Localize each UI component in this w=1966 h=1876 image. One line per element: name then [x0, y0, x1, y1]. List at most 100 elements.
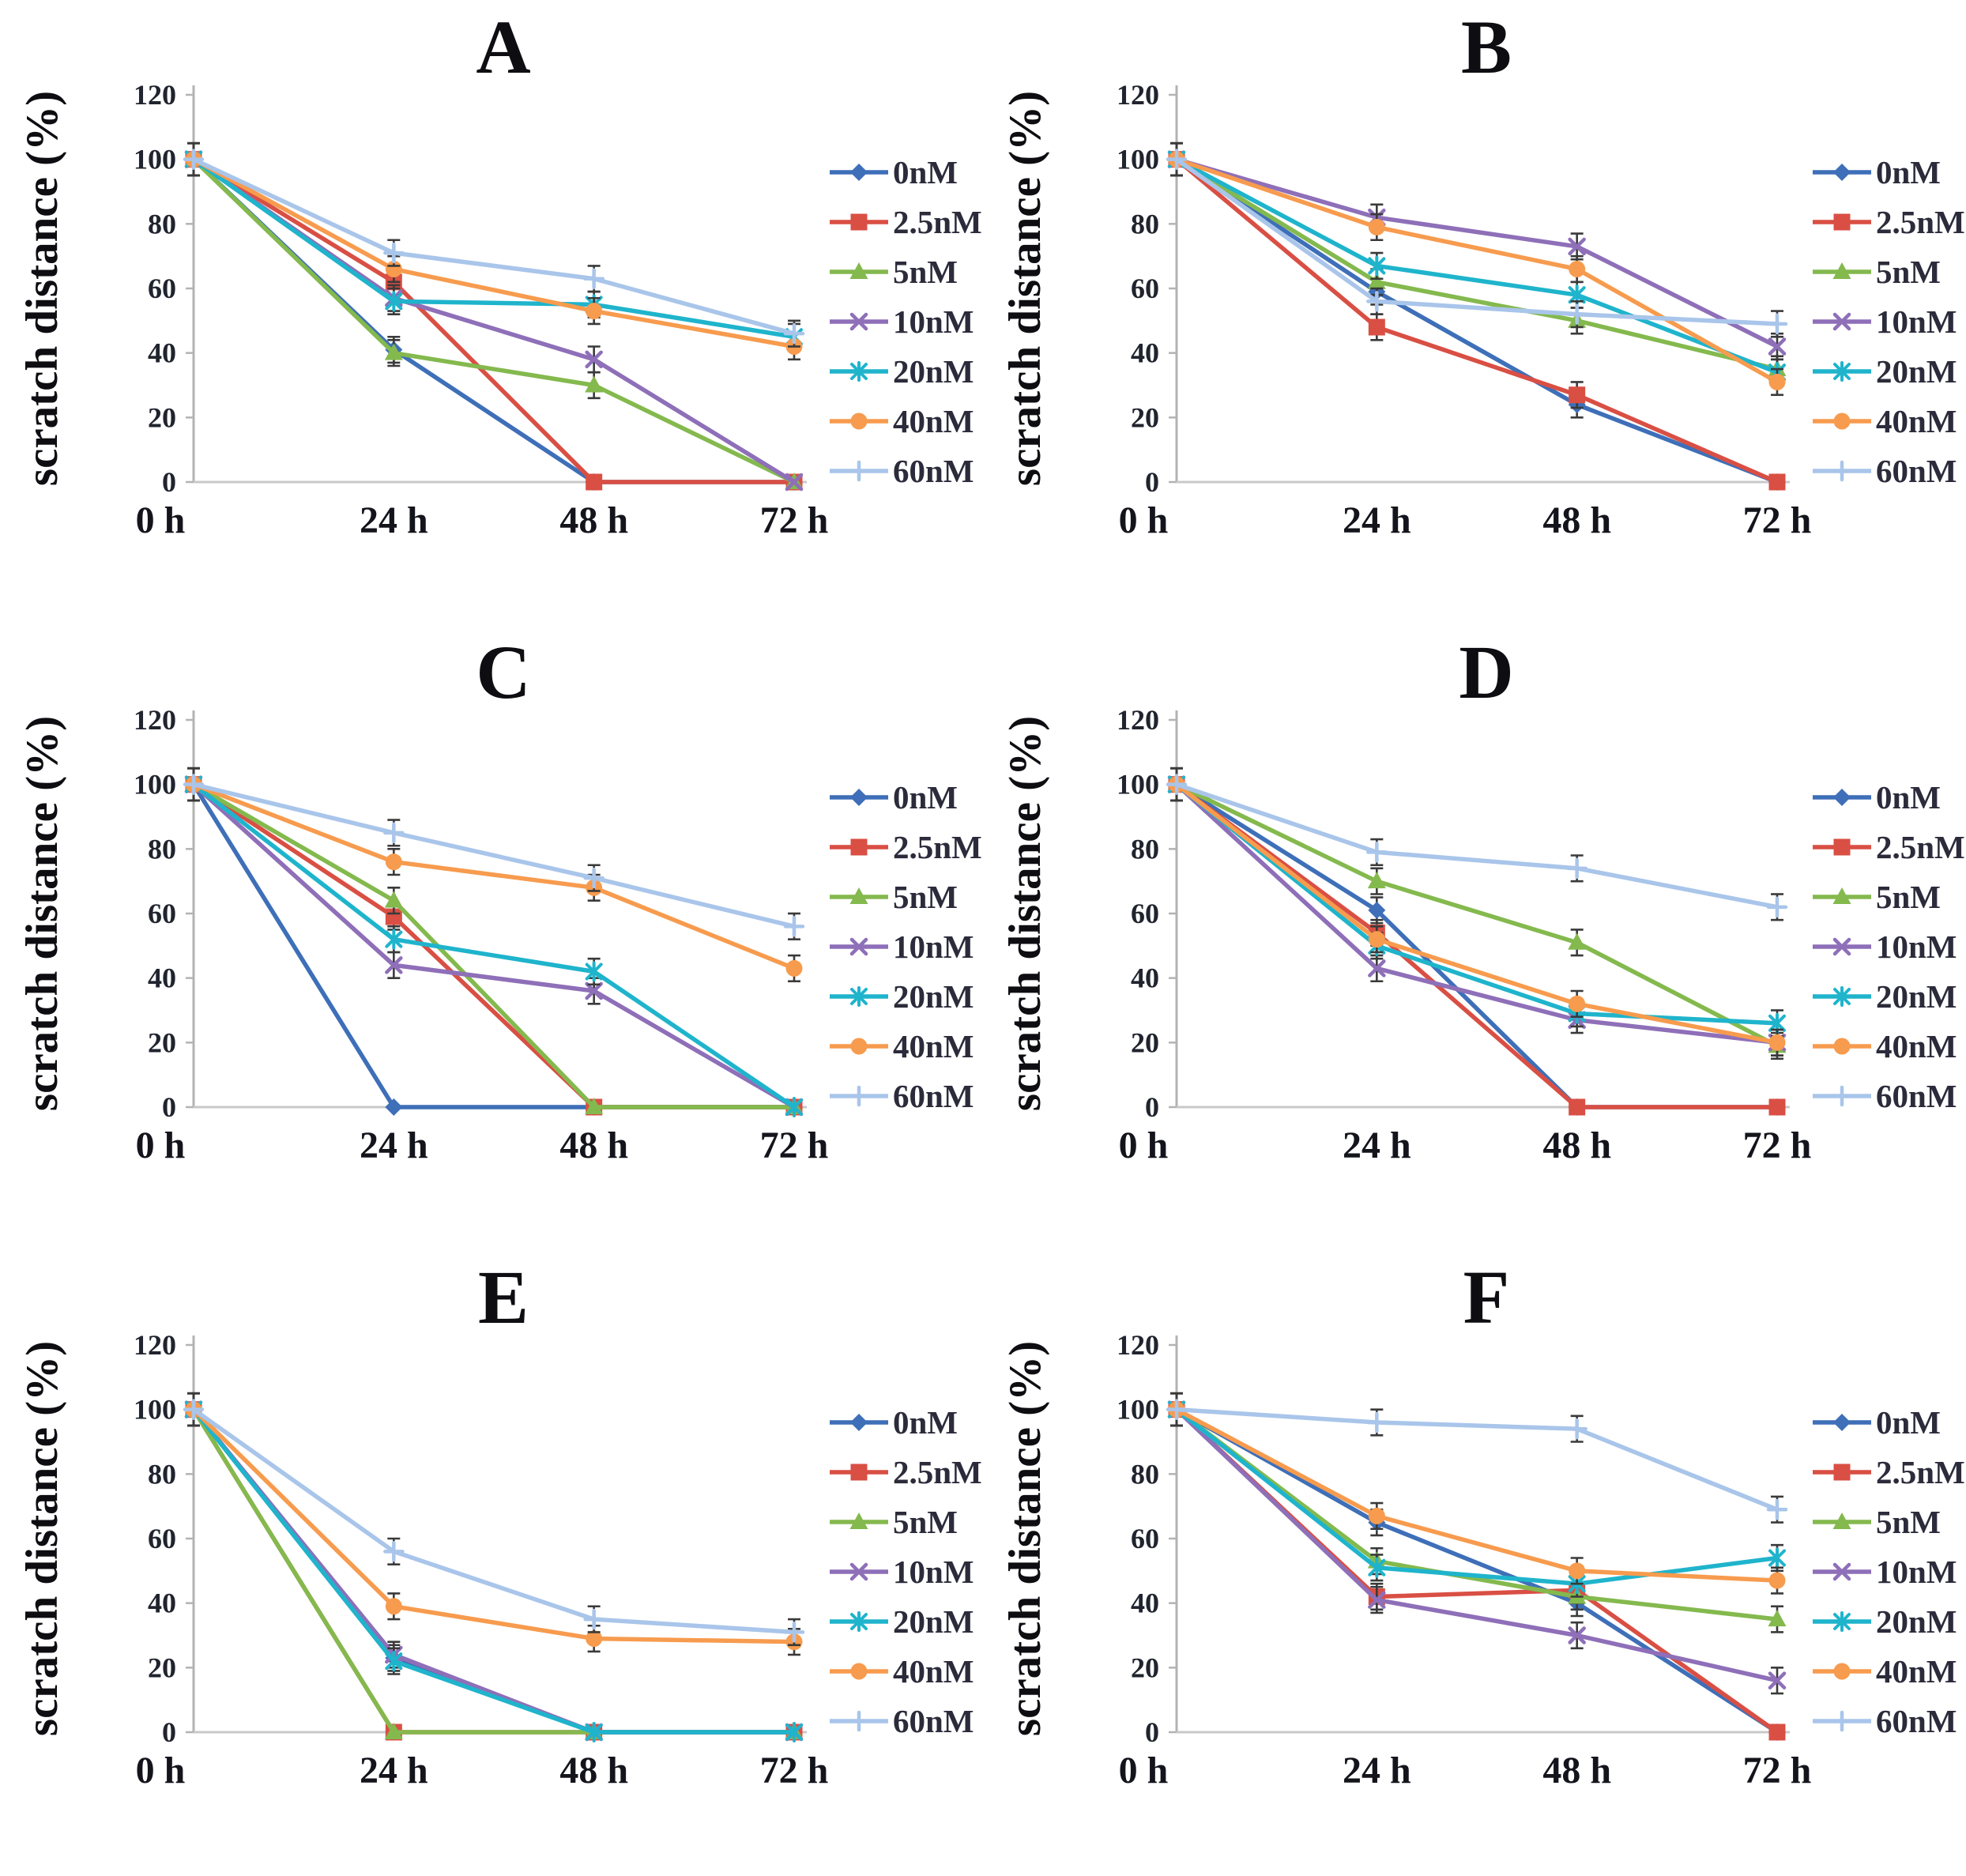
legend-item-20nM: 20nM [830, 353, 974, 390]
series-10nM [184, 767, 804, 1117]
legend-label: 5nM [1876, 1504, 1941, 1540]
x-tick-label: 0 h [136, 1750, 186, 1791]
legend-item-5nM: 5nM [1813, 1504, 1941, 1540]
legend-item-2.5nM: 2.5nM [830, 829, 982, 865]
circle-marker-icon [1833, 1663, 1851, 1680]
circle-marker [1768, 1034, 1786, 1051]
y-tick-label: 20 [148, 1027, 176, 1058]
x-tick-label: 72 h [1743, 1124, 1812, 1166]
x-marker-icon [849, 1562, 868, 1581]
legend-label: 5nM [893, 879, 958, 915]
triangle-marker [585, 1098, 604, 1114]
legend-item-10nM: 10nM [1813, 303, 1957, 340]
y-tick-label: 0 [162, 1716, 176, 1748]
legend-item-40nM: 40nM [1813, 1653, 1957, 1690]
legend-item-60nM: 60nM [830, 1703, 974, 1739]
series-60nM [1166, 1392, 1788, 1524]
legend-label: 20nM [1876, 1603, 1957, 1640]
x-tick-label: 0 h [136, 1124, 186, 1166]
series-line [191, 156, 797, 339]
circle-marker-icon [850, 412, 868, 430]
x-marker-icon [849, 312, 868, 331]
legend-label: 20nM [893, 353, 974, 390]
series-0nM [1168, 767, 1786, 1116]
legend: 0nM 2.5nM 5nM 10nM 20nM 40nM 60nM [1813, 154, 1965, 489]
x-tick-label: 72 h [1743, 1750, 1812, 1791]
panel-title: E [478, 1255, 529, 1339]
x-tick-label: 24 h [360, 499, 428, 541]
panel-title: B [1461, 5, 1512, 89]
legend-label: 10nM [893, 303, 974, 340]
x-marker-icon [1832, 937, 1851, 956]
series-60nM [1166, 767, 1788, 921]
y-tick-label: 0 [162, 466, 176, 498]
series-60nM [183, 1392, 805, 1647]
series-2.5nM [185, 767, 803, 1116]
legend-item-0nM: 0nM [1813, 1404, 1941, 1441]
square-marker [1569, 386, 1586, 404]
legend-label: 0nM [1876, 154, 1941, 190]
y-tick-label: 60 [148, 1523, 176, 1554]
triangle-marker [384, 1723, 403, 1739]
chart-panel-F: 0 20 40 60 80 100 120 0 h 24 h 48 h 72 h scratch di… [1000, 1255, 1965, 1791]
y-tick-label: 40 [148, 337, 176, 369]
x-tick-label: 48 h [559, 1750, 628, 1791]
circle-marker-icon [850, 1038, 868, 1055]
series-line [1174, 782, 1780, 1045]
series-40nM [1168, 141, 1786, 397]
legend-label: 60nM [1876, 1078, 1957, 1114]
circle-marker [385, 853, 402, 871]
legend-item-40nM: 40nM [1813, 403, 1957, 439]
legend-item-10nM: 10nM [830, 303, 974, 340]
y-tick-label: 40 [1131, 962, 1159, 994]
series-20nM [185, 141, 803, 351]
y-tick-label: 80 [148, 1458, 176, 1490]
circle-marker [1368, 218, 1385, 235]
series-10nM [184, 141, 804, 492]
y-tick-label: 100 [1117, 144, 1159, 175]
legend-label: 5nM [893, 1504, 958, 1540]
series-60nM [1166, 141, 1788, 338]
x-marker-icon [849, 937, 868, 956]
series-line [191, 1407, 797, 1735]
legend-label: 40nM [893, 1653, 974, 1690]
series-line [191, 156, 797, 484]
series-60nM [183, 767, 805, 940]
series-10nM [1167, 141, 1787, 361]
x-marker [585, 981, 603, 1000]
legend: 0nM 2.5nM 5nM 10nM 20nM 40nM 60nM [830, 154, 982, 489]
y-tick-label: 120 [134, 704, 176, 736]
circle-marker-icon [850, 1663, 868, 1680]
y-tick-label: 0 [162, 1091, 176, 1123]
legend-label: 10nM [1876, 929, 1957, 965]
circle-marker-icon [1833, 412, 1851, 430]
legend-item-40nM: 40nM [830, 1028, 974, 1064]
series-20nM [185, 1392, 803, 1742]
y-axis-title: scratch distance (%) [17, 1341, 67, 1736]
legend-item-2.5nM: 2.5nM [830, 1454, 982, 1490]
series-2.5nM [185, 1392, 803, 1741]
x-marker [585, 350, 603, 369]
y-tick-label: 60 [1131, 1523, 1159, 1554]
series-5nM [184, 767, 804, 1114]
x-tick-label: 24 h [360, 1124, 428, 1166]
legend-item-40nM: 40nM [830, 403, 974, 439]
x-tick-label: 0 h [1119, 1124, 1169, 1166]
triangle-marker [384, 343, 403, 360]
square-marker [1569, 1098, 1586, 1116]
legend-item-5nM: 5nM [830, 879, 958, 915]
legend-label: 2.5nM [1876, 204, 1965, 240]
legend-item-20nM: 20nM [830, 978, 974, 1015]
legend: 0nM 2.5nM 5nM 10nM 20nM 40nM 60nM [1813, 1404, 1965, 1739]
series-line [191, 1407, 797, 1735]
legend-item-60nM: 60nM [830, 453, 974, 489]
legend-item-0nM: 0nM [1813, 779, 1941, 816]
square-marker [1768, 473, 1786, 491]
y-tick-label: 100 [134, 1394, 176, 1426]
series-line [191, 1407, 797, 1635]
x-tick-label: 72 h [760, 1750, 829, 1791]
y-tick-label: 40 [1131, 337, 1159, 369]
circle-marker [586, 303, 603, 320]
legend-item-20nM: 20nM [1813, 353, 1957, 390]
triangle-marker-icon [1832, 262, 1851, 279]
